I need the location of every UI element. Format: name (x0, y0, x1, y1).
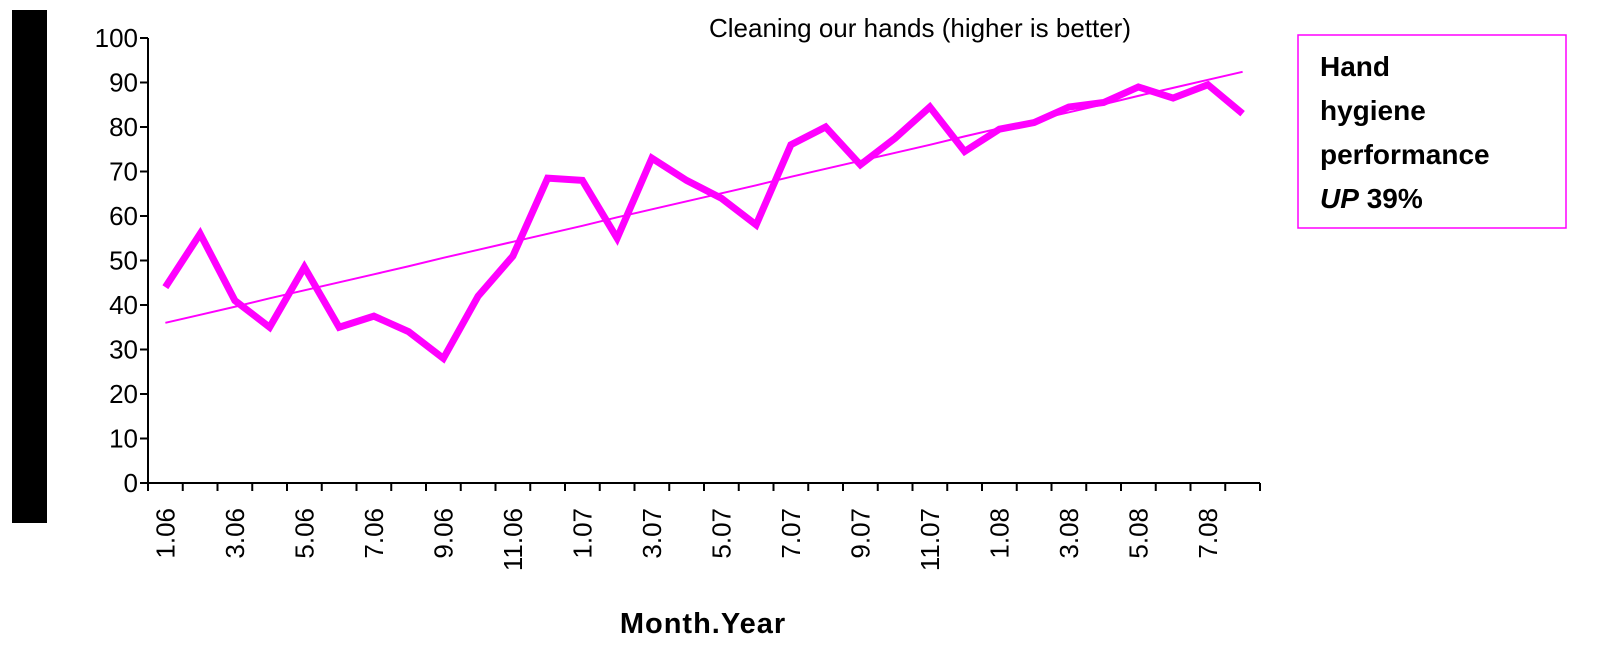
annotation-box (1297, 34, 1567, 229)
x-tick-label: 7.06 (359, 508, 389, 559)
x-tick-label: 9.06 (428, 508, 458, 559)
y-tick-label: 60 (109, 201, 138, 231)
x-tick-label: 11.06 (498, 508, 528, 571)
y-tick-label: 10 (109, 424, 138, 454)
x-tick-label: 5.06 (289, 508, 319, 559)
line-series (165, 70, 1243, 324)
y-tick-label: 20 (109, 379, 138, 409)
annotation-emphasis: UP (1320, 183, 1359, 214)
y-tick-label: 80 (109, 112, 138, 142)
annotation-line: hygiene (1320, 95, 1426, 126)
y-tick-label: 70 (109, 157, 138, 187)
x-tick-label: 11.07 (915, 508, 945, 571)
y-tick-label: 30 (109, 335, 138, 365)
x-tick-label: 1.08 (984, 508, 1014, 559)
annotation-line: Hand (1320, 51, 1390, 82)
annotation-rest: 39% (1367, 183, 1423, 214)
x-tick-label: 3.06 (220, 508, 250, 559)
side-bar (12, 10, 47, 523)
x-tick-label: 9.07 (845, 508, 875, 559)
annotation-line: UP 39% (1320, 183, 1423, 214)
x-tick-label: 1.07 (567, 508, 597, 559)
x-axis-label: Month.Year (620, 608, 786, 640)
y-tick-label: 90 (109, 68, 138, 98)
x-tick-label: 5.07 (706, 508, 736, 559)
y-tick-label: 0 (124, 468, 138, 498)
line-series (162, 80, 1245, 364)
x-tick-label: 3.08 (1054, 508, 1084, 559)
y-tick-label: 50 (109, 246, 138, 276)
x-tick-label: 1.06 (150, 508, 180, 559)
x-tick-label: 3.07 (637, 508, 667, 559)
x-tick-label: 7.08 (1193, 508, 1223, 559)
chart-title: Cleaning our hands (higher is better) (709, 13, 1131, 43)
y-tick-label: 40 (109, 290, 138, 320)
x-tick-label: 5.08 (1123, 508, 1153, 559)
x-tick-label: 7.07 (776, 508, 806, 559)
annotation-line: performance (1320, 139, 1490, 170)
y-tick-label: 100 (95, 23, 138, 53)
